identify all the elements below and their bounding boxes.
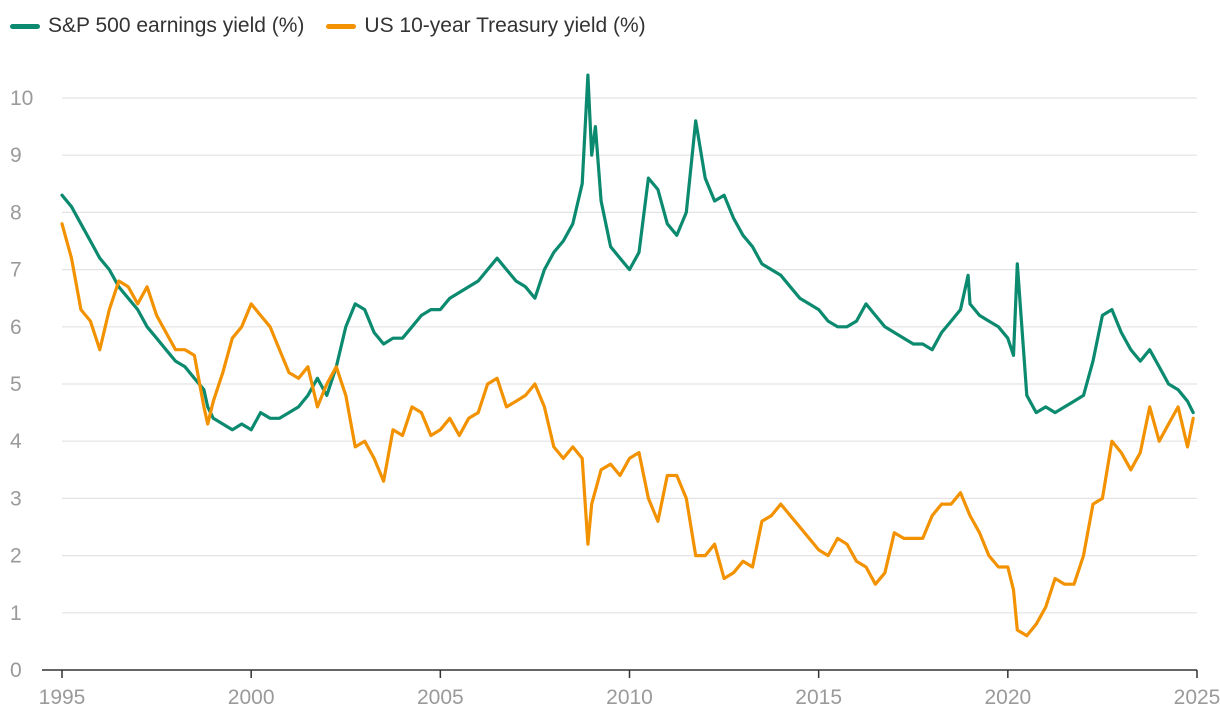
- x-tick-label: 1995: [39, 686, 86, 709]
- y-tick-label: 4: [10, 430, 22, 453]
- legend-item-treasury-yield: US 10-year Treasury yield (%): [326, 14, 646, 38]
- x-tick-label: 2025: [1174, 686, 1220, 709]
- y-tick-label: 7: [10, 259, 22, 282]
- legend-label-treasury-yield: US 10-year Treasury yield (%): [364, 14, 646, 37]
- x-tick-label: 2000: [228, 686, 275, 709]
- y-tick-label: 1: [10, 602, 22, 625]
- series-line-treasury-yield: [60, 222, 1195, 638]
- y-tick-label: 5: [10, 373, 22, 396]
- x-tick-label: 2015: [795, 686, 842, 709]
- x-tick-label: 2010: [606, 686, 653, 709]
- y-tick-label: 8: [10, 201, 22, 224]
- series-line-earnings-yield: [60, 73, 1195, 432]
- y-tick-label: 0: [10, 659, 22, 682]
- y-tick-label: 10: [10, 87, 33, 110]
- gridlines: [62, 97, 1197, 614]
- x-tick-label: 2020: [984, 686, 1031, 709]
- y-tick-label: 2: [10, 545, 22, 568]
- y-tick-label: 3: [10, 487, 22, 510]
- legend-swatch-earnings-yield: [10, 23, 40, 29]
- legend-item-earnings-yield: S&P 500 earnings yield (%): [10, 14, 304, 38]
- x-axis-ticks: 1995 2000 2005 2010 2015 2020 2025: [39, 670, 1220, 709]
- x-tick-label: 2005: [417, 686, 464, 709]
- legend-label-earnings-yield: S&P 500 earnings yield (%): [48, 14, 305, 37]
- legend-swatch-treasury-yield: [326, 23, 357, 29]
- legend: S&P 500 earnings yield (%) US 10-year Tr…: [10, 14, 646, 38]
- y-tick-label: 6: [10, 316, 22, 339]
- y-axis-ticks: 0 1 2 3 4 5 6 7 8 9 10: [10, 87, 33, 682]
- y-tick-label: 9: [10, 144, 22, 167]
- series-group: [60, 73, 1195, 638]
